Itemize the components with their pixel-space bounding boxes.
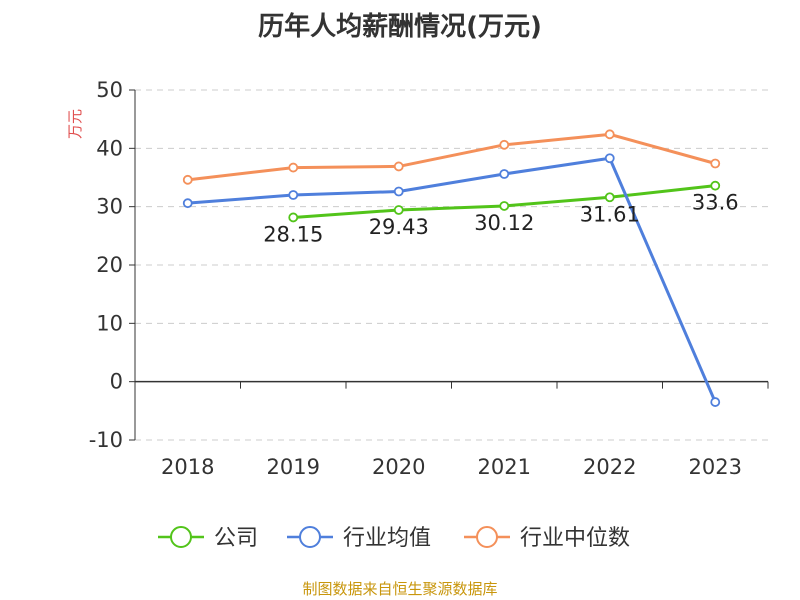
data-point <box>182 198 193 209</box>
x-tick-labels: 2018 2019 2020 2021 2022 2023 <box>161 455 742 479</box>
legend-label: 行业中位数 <box>520 526 630 551</box>
data-point <box>604 153 615 164</box>
x-tick-label: 2022 <box>583 455 636 479</box>
legend-marker <box>170 526 192 548</box>
y-tick-label: 50 <box>96 78 123 102</box>
legend-marker <box>299 526 321 548</box>
legend[interactable]: 公司 行业均值 行业中位数 <box>158 526 630 551</box>
series-line-2 <box>187 132 716 182</box>
data-point <box>499 169 510 179</box>
y-tick-label: 10 <box>96 311 123 335</box>
series-lines <box>182 129 721 407</box>
data-labels: 28.15 29.43 30.12 31.61 33.6 <box>263 191 738 247</box>
y-tick-label: 0 <box>110 370 123 394</box>
data-point <box>288 212 299 223</box>
data-point <box>182 174 193 185</box>
data-point <box>393 161 404 172</box>
y-tick-labels: 50 40 30 20 10 0 -10 <box>89 78 123 452</box>
data-point <box>710 180 721 191</box>
x-tick-label: 2019 <box>267 455 320 479</box>
y-tick-label: 30 <box>96 195 123 219</box>
data-point <box>499 139 510 150</box>
data-label: 29.43 <box>369 215 429 239</box>
data-label: 30.12 <box>474 211 534 235</box>
x-tick-label: 2018 <box>161 455 214 479</box>
x-tick-label: 2023 <box>689 455 742 479</box>
data-point <box>393 205 404 215</box>
data-point <box>710 397 721 407</box>
legend-item-0[interactable]: 公司 <box>158 526 258 551</box>
data-point <box>604 192 615 203</box>
y-axis-label: 万元 <box>66 109 84 139</box>
data-label: 31.61 <box>580 202 640 226</box>
data-label: 33.6 <box>692 191 739 215</box>
data-point <box>604 129 615 140</box>
axes <box>129 89 769 441</box>
y-tick-label: -10 <box>89 428 123 452</box>
data-point <box>288 162 299 173</box>
legend-marker <box>476 526 498 548</box>
data-point <box>499 201 510 211</box>
y-tick-label: 20 <box>96 253 123 277</box>
data-label: 28.15 <box>263 222 323 246</box>
data-point <box>393 186 404 197</box>
data-point <box>710 158 721 169</box>
x-tick-label: 2021 <box>478 455 531 479</box>
data-point <box>288 190 299 200</box>
chart-title: 历年人均薪酬情况(万元) <box>258 12 542 42</box>
series-line-1 <box>187 156 717 403</box>
legend-item-1[interactable]: 行业均值 <box>287 526 431 551</box>
x-tick-label: 2020 <box>372 455 425 479</box>
legend-label: 公司 <box>214 526 258 551</box>
source-note: 制图数据来自恒生聚源数据库 <box>302 580 498 598</box>
legend-item-2[interactable]: 行业中位数 <box>464 526 630 551</box>
y-tick-label: 40 <box>96 136 123 160</box>
legend-label: 行业均值 <box>343 526 431 551</box>
